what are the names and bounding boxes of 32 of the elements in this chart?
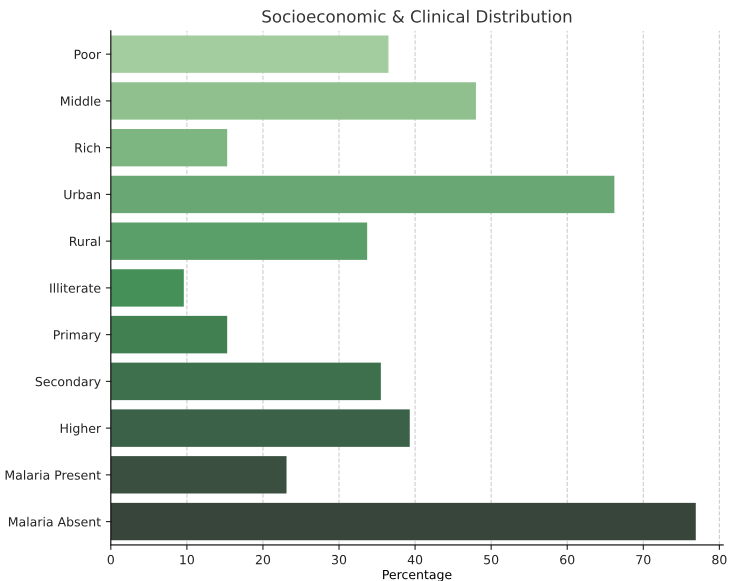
x-tick-label: 60 bbox=[560, 554, 574, 564]
x-tick-label: 70 bbox=[636, 554, 650, 564]
bar bbox=[110, 128, 228, 166]
y-tick-label: Rural bbox=[70, 236, 100, 246]
chart-title: Socioeconomic & Clinical Distribution bbox=[262, 10, 572, 23]
y-tick-label: Malaria Absent bbox=[8, 516, 101, 527]
x-tick-label: 40 bbox=[408, 554, 422, 564]
bar bbox=[110, 456, 287, 494]
y-tick-label: Poor bbox=[74, 50, 102, 60]
x-tick-label: 80 bbox=[712, 554, 726, 564]
x-tick-label: 10 bbox=[180, 554, 194, 564]
bar bbox=[110, 269, 184, 307]
y-tick-label: Higher bbox=[60, 423, 102, 436]
y-tick-label: Malaria Present bbox=[6, 470, 101, 480]
y-tick-label: Illiterate bbox=[50, 283, 100, 293]
x-tick-label: 30 bbox=[332, 554, 346, 564]
bar bbox=[110, 176, 614, 214]
y-tick-label: Primary bbox=[54, 330, 101, 342]
bar bbox=[110, 362, 381, 400]
x-tick-label: 20 bbox=[256, 554, 270, 564]
x-tick-label: 0 bbox=[108, 554, 114, 564]
bar bbox=[110, 316, 228, 354]
x-tick-label: 50 bbox=[484, 554, 498, 564]
bar bbox=[110, 502, 696, 540]
bar bbox=[110, 82, 476, 120]
y-tick-label: Secondary bbox=[36, 376, 101, 389]
bar bbox=[110, 35, 388, 73]
y-tick-label: Middle bbox=[61, 96, 100, 106]
y-tick-label: Rich bbox=[75, 142, 100, 153]
bar bbox=[110, 222, 368, 260]
y-tick-label: Urban bbox=[64, 190, 100, 200]
bar bbox=[110, 409, 410, 447]
